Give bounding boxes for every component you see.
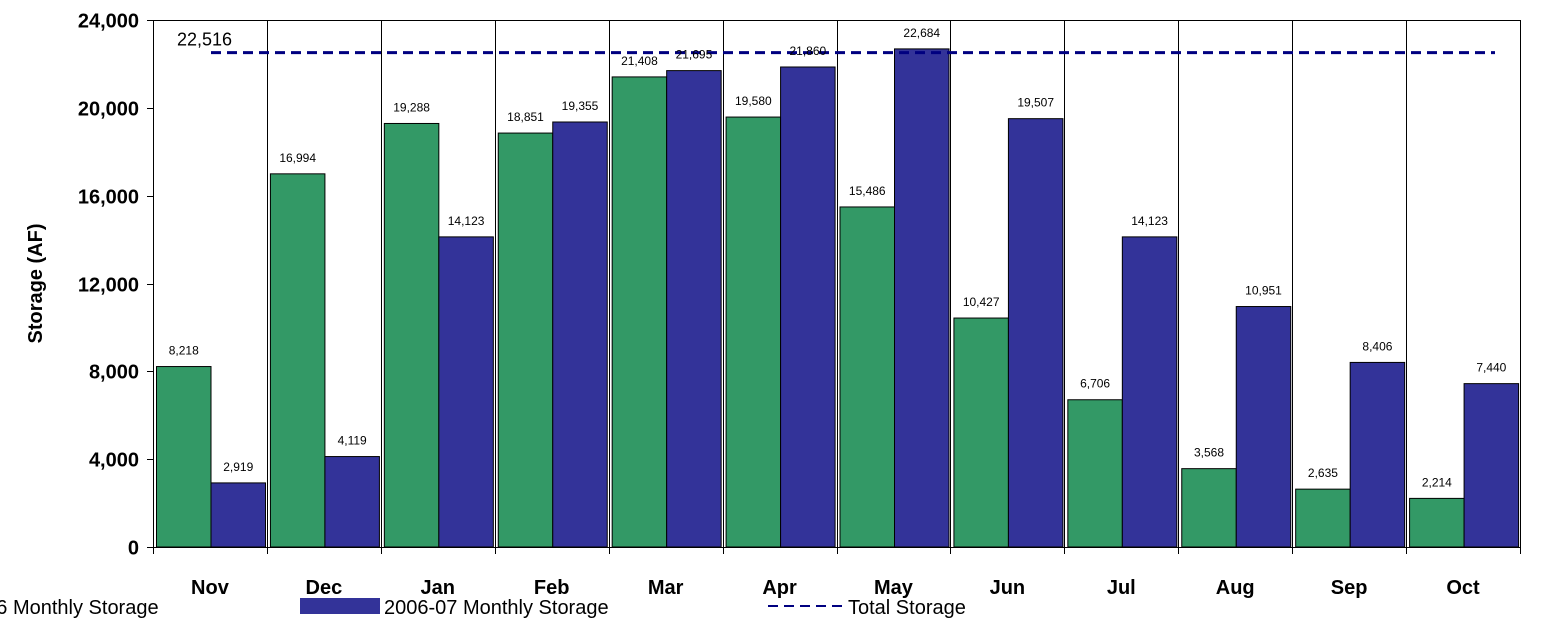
- bars-layer: [156, 48, 1520, 548]
- data-label: 8,218: [169, 344, 199, 358]
- bar-feb-series-2: [552, 121, 608, 548]
- y-tick-label: 8,000: [89, 362, 139, 384]
- category-label-oct: Oct: [1446, 577, 1480, 599]
- data-label: 19,355: [562, 99, 599, 113]
- legend-label: 2006-07 Monthly Storage: [384, 597, 609, 619]
- bar-nov-series-1: [156, 366, 212, 548]
- data-label: 19,580: [735, 94, 772, 108]
- bar-sep-series-1: [1295, 488, 1351, 548]
- bar-may-series-2: [894, 48, 950, 548]
- category-label-mar: Mar: [648, 577, 684, 599]
- category-label-feb: Feb: [534, 577, 570, 599]
- category-label-jul: Jul: [1107, 577, 1136, 599]
- y-tick-label: 16,000: [78, 187, 139, 209]
- category-label-sep: Sep: [1331, 577, 1368, 599]
- y-tick-label: 24,000: [78, 11, 139, 33]
- data-labels-layer: 8,218 16,994 19,288 18,851 21,408 19,580 15,48…: [169, 26, 1507, 489]
- total-storage-label: 22,516: [177, 30, 232, 50]
- data-label: 7,440: [1476, 361, 1506, 375]
- bar-mar-series-2: [666, 70, 722, 548]
- data-label: 22,684: [903, 26, 940, 40]
- legend-item: 2005-06 Monthly Storage: [0, 597, 159, 619]
- data-label: 10,427: [963, 295, 1000, 309]
- category-label-dec: Dec: [306, 577, 343, 599]
- data-label: 4,119: [338, 434, 367, 448]
- bar-may-series-1: [839, 206, 895, 548]
- bar-jun-series-2: [1007, 118, 1064, 548]
- data-label: 19,507: [1017, 96, 1054, 110]
- legend-label: 2005-06 Monthly Storage: [0, 597, 159, 619]
- y-tick-label: 0: [128, 538, 139, 560]
- category-label-apr: Apr: [762, 577, 797, 599]
- data-label: 3,568: [1194, 446, 1224, 460]
- bar-jan-series-1: [383, 122, 440, 548]
- bar-oct-series-1: [1409, 497, 1465, 548]
- data-label: 21,860: [789, 44, 826, 58]
- data-label: 2,214: [1422, 475, 1452, 489]
- category-label-aug: Aug: [1216, 577, 1255, 599]
- legend-label: Total Storage: [848, 597, 966, 619]
- data-label: 10,951: [1245, 284, 1282, 298]
- bar-sep-series-2: [1349, 361, 1406, 548]
- bar-jul-series-2: [1121, 236, 1178, 548]
- bar-apr-series-1: [725, 116, 782, 548]
- data-label: 2,919: [223, 460, 253, 474]
- grid-lines: [267, 20, 1521, 547]
- category-label-nov: Nov: [191, 577, 230, 599]
- y-tick-label: 4,000: [89, 450, 139, 472]
- bar-aug-series-1: [1181, 468, 1237, 548]
- data-label: 21,695: [676, 48, 713, 62]
- y-tick-label: 12,000: [78, 275, 139, 297]
- category-label-jan: Jan: [421, 577, 455, 599]
- legend-item: Total Storage: [768, 597, 966, 619]
- data-label: 15,486: [849, 184, 886, 198]
- bar-aug-series-2: [1235, 306, 1292, 548]
- bar-mar-series-1: [611, 76, 668, 548]
- category-label-may: May: [874, 577, 914, 599]
- data-label: 14,123: [1131, 214, 1168, 228]
- bar-nov-series-2: [210, 482, 266, 548]
- bar-dec-series-1: [269, 173, 326, 548]
- axes-layer: 0 4,000 8,000 12,000 16,000 20,000 24,000: [78, 11, 1521, 560]
- category-labels-layer: Nov Dec Jan Feb Mar Apr May Jun Jul Aug Sep Oct: [191, 577, 1480, 599]
- data-label: 16,994: [279, 151, 316, 165]
- data-label: 8,406: [1362, 339, 1392, 353]
- legend-item: 2006-07 Monthly Storage: [300, 597, 609, 619]
- y-axis-title: Storage (AF): [25, 224, 47, 344]
- bar-jun-series-1: [953, 317, 1009, 548]
- bar-oct-series-2: [1463, 383, 1520, 548]
- bar-feb-series-1: [497, 132, 554, 548]
- legend: 2005-06 Monthly Storage 2006-07 Monthly S…: [0, 597, 966, 619]
- data-label: 19,288: [393, 100, 430, 114]
- data-label: 2,635: [1308, 466, 1338, 480]
- legend-swatch: [300, 598, 380, 614]
- data-label: 6,706: [1080, 377, 1110, 391]
- y-tick-label: 20,000: [78, 99, 139, 121]
- bar-dec-series-2: [324, 456, 380, 548]
- data-label: 14,123: [448, 214, 485, 228]
- data-label: 21,408: [621, 54, 658, 68]
- bar-apr-series-2: [780, 66, 836, 548]
- data-label: 18,851: [507, 110, 544, 124]
- reference-line-layer: 22,516: [177, 30, 1495, 55]
- category-label-jun: Jun: [990, 577, 1026, 599]
- bar-jan-series-2: [438, 236, 494, 548]
- bar-jul-series-1: [1067, 399, 1123, 548]
